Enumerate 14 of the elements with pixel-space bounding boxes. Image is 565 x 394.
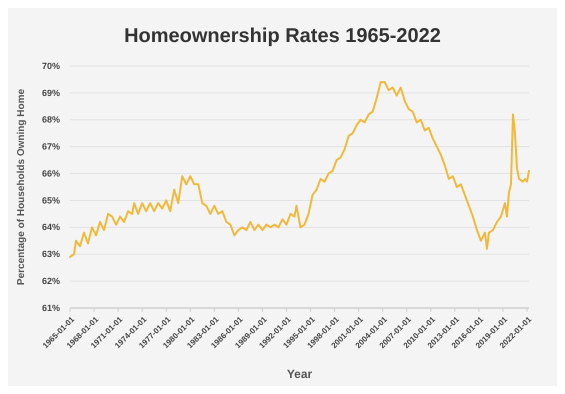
y-tick-label: 61% — [42, 302, 60, 313]
line-series — [69, 81, 530, 258]
y-tick-label: 66% — [42, 168, 60, 178]
y-tick-label: 63% — [42, 249, 60, 260]
x-axis-title: Year — [286, 367, 313, 381]
chart-title: Homeownership Rates 1965-2022 — [124, 25, 441, 47]
y-tick-label: 62% — [42, 276, 60, 286]
y-tick-label: 64% — [42, 222, 60, 232]
y-tick-label: 67% — [42, 142, 60, 152]
y-tick-label: 65% — [42, 195, 60, 206]
y-tick-label: 70% — [42, 60, 60, 71]
y-axis-title: Percentage of Households Owning Home — [16, 88, 27, 286]
y-tick-label: 68% — [42, 114, 60, 125]
y-tick-label: 69% — [42, 88, 60, 98]
